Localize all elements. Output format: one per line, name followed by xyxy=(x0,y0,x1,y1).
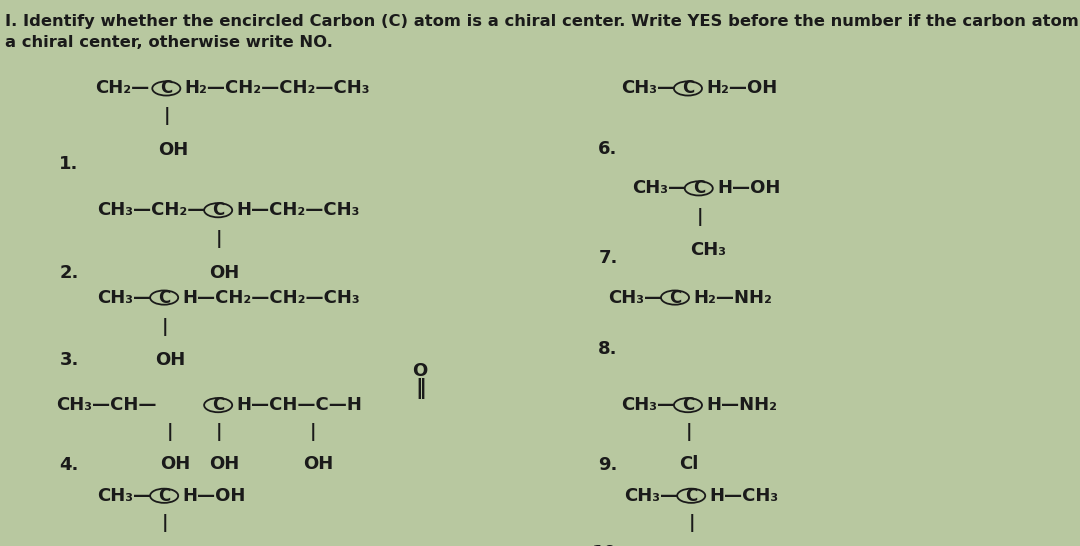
Text: |: | xyxy=(697,208,703,225)
Text: H—OH: H—OH xyxy=(183,487,246,505)
Text: H—CH₂—CH₃: H—CH₂—CH₃ xyxy=(237,201,360,219)
Text: H—CH₂—CH₂—CH₃: H—CH₂—CH₂—CH₃ xyxy=(183,289,360,306)
Text: 9.: 9. xyxy=(598,456,618,474)
Text: H—CH₃: H—CH₃ xyxy=(710,487,779,505)
Text: CH₃—: CH₃— xyxy=(608,289,662,306)
Text: 6.: 6. xyxy=(598,140,618,157)
Text: H₂—NH₂: H₂—NH₂ xyxy=(693,289,772,306)
Text: NH₂: NH₂ xyxy=(683,545,720,546)
Text: CH₃—: CH₃— xyxy=(621,80,675,97)
Text: OH: OH xyxy=(303,455,334,473)
Text: C: C xyxy=(692,180,705,197)
Text: |: | xyxy=(216,230,222,247)
Text: ‖: ‖ xyxy=(416,378,427,399)
Text: OH: OH xyxy=(210,264,240,282)
Text: I. Identify whether the encircled Carbon (C) atom is a chiral center. Write YES : I. Identify whether the encircled Carbon… xyxy=(5,14,1080,28)
Text: |: | xyxy=(689,514,696,532)
Text: a chiral center, otherwise write NO.: a chiral center, otherwise write NO. xyxy=(5,35,334,50)
Text: H₂—OH: H₂—OH xyxy=(706,80,778,97)
Text: C: C xyxy=(158,487,171,505)
Text: OH: OH xyxy=(156,352,186,369)
Text: C: C xyxy=(158,289,171,306)
Text: |: | xyxy=(164,108,171,125)
Text: H—NH₂: H—NH₂ xyxy=(706,396,778,414)
Text: 8.: 8. xyxy=(598,341,618,358)
Text: CH₃—: CH₃— xyxy=(621,396,675,414)
Text: 10.: 10. xyxy=(592,544,624,546)
Text: C: C xyxy=(681,396,694,414)
Text: CH₃—: CH₃— xyxy=(632,180,686,197)
Text: CH₃—CH—: CH₃—CH— xyxy=(56,396,157,414)
Text: |: | xyxy=(166,424,173,441)
Text: CH₃—: CH₃— xyxy=(624,487,678,505)
Text: Cl: Cl xyxy=(679,455,699,473)
Text: 2.: 2. xyxy=(59,264,79,282)
Text: CH₂—: CH₂— xyxy=(95,80,149,97)
Text: 1.: 1. xyxy=(59,155,79,173)
Text: C: C xyxy=(681,80,694,97)
Text: C: C xyxy=(212,396,225,414)
Text: CH₃—: CH₃— xyxy=(97,487,151,505)
Text: |: | xyxy=(162,514,168,532)
Text: H—OH: H—OH xyxy=(717,180,781,197)
Text: H₂—CH₂—CH₂—CH₃: H₂—CH₂—CH₂—CH₃ xyxy=(185,80,370,97)
Text: O: O xyxy=(413,363,428,380)
Text: 4.: 4. xyxy=(59,456,79,474)
Text: H—CH—C—H: H—CH—C—H xyxy=(237,396,363,414)
Text: CH₃—: CH₃— xyxy=(97,289,151,306)
Text: C: C xyxy=(160,80,173,97)
Text: CH₃—CH₂—: CH₃—CH₂— xyxy=(97,201,205,219)
Text: |: | xyxy=(686,424,692,441)
Text: 5.: 5. xyxy=(59,545,79,546)
Text: |: | xyxy=(162,318,168,335)
Text: 3.: 3. xyxy=(59,352,79,369)
Text: |: | xyxy=(216,424,222,441)
Text: OH: OH xyxy=(158,141,188,158)
Text: C: C xyxy=(685,487,698,505)
Text: C: C xyxy=(669,289,681,306)
Text: CH₃: CH₃ xyxy=(690,241,726,258)
Text: C: C xyxy=(212,201,225,219)
Text: OH: OH xyxy=(160,455,190,473)
Text: 7.: 7. xyxy=(598,249,618,266)
Text: OH: OH xyxy=(210,455,240,473)
Text: |: | xyxy=(310,424,316,441)
